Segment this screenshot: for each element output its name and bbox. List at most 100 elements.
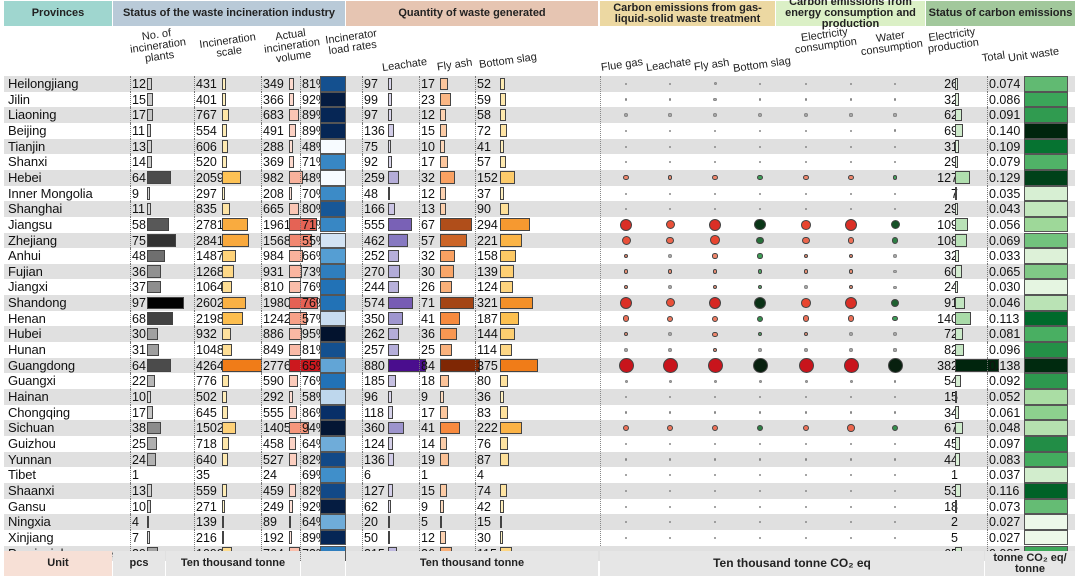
column-header-9[interactable]: Fly ash [692,56,730,74]
unit-waste-heat-cell [1024,310,1068,327]
column-header-10[interactable]: Bottom slag [732,55,792,75]
column-header-15[interactable]: Unit waste [1006,45,1060,65]
volume-value: 369 [261,154,284,170]
volume-value: 288 [261,138,284,155]
column-header-2[interactable]: Actual incineration volume [263,27,321,66]
volume-value: 2776 [261,357,291,374]
unit-waste-heat-cell [1024,435,1068,452]
volume-bar [289,187,292,200]
leachate-value: 555 [362,216,385,233]
volume-value: 24 [261,467,277,483]
fly-ash-bar [440,93,451,106]
unit-waste-value: 0.030 [987,279,1021,296]
load-rate-heat-cell [320,482,346,499]
emission-circle [712,253,718,259]
plants-bar [147,187,151,200]
emission-circle [667,175,673,180]
leachate-bar [388,77,393,90]
column-header-3[interactable]: Incinerator load rates [324,27,378,58]
total-bar [955,453,961,466]
total-bar [955,218,968,231]
emission-circle [894,474,897,477]
column-header-4[interactable]: Leachate [380,55,428,75]
bottom-slag-value: 72 [475,122,491,139]
emission-circle [662,358,678,373]
table-row: Guizhou 25 718 458 124 14 76 45 64% 0.097 [4,435,1075,452]
leachate-value: 48 [362,185,378,202]
volume-bar [289,171,304,184]
volume-bar [289,249,304,263]
province-name: Jilin [8,91,30,107]
volume-value: 849 [261,342,284,358]
emission-circle [893,489,897,492]
column-header-8[interactable]: Leachate [644,55,692,75]
leachate-bar [388,249,399,263]
emission-circle [625,396,628,399]
emission-circle [850,521,853,524]
bottom-slag-value: 37 [475,185,491,202]
column-header-14[interactable]: Total [980,49,1006,65]
bottom-slag-value: 321 [475,295,498,311]
emission-circle [894,521,897,524]
column-header-13[interactable]: Electricity production [926,25,980,56]
unit-waste-value: 0.092 [987,373,1021,389]
volume-bar [289,421,310,435]
emission-circle [666,424,674,432]
total-value: 1 [951,468,958,483]
fly-ash-value: 26 [419,279,435,296]
column-header-0[interactable]: No. of incineration plants [129,27,187,65]
plants-value: 36 [130,263,146,280]
section-divider [600,76,601,546]
fly-ash-value: 32 [419,169,435,186]
plants-value: 9 [130,185,139,202]
leachate-bar [388,202,396,216]
column-header-11[interactable]: Electricity consumption [794,25,858,57]
volume-bar [289,124,297,137]
scale-bar [222,187,225,200]
leachate-value: 6 [362,467,371,483]
scale-value: 1064 [194,279,224,296]
column-header-12[interactable]: Water consumption [860,29,924,59]
province-name: Hunan [8,342,46,358]
emission-circle [756,236,764,245]
volume-bar [289,374,298,388]
scale-value: 606 [194,138,217,155]
emission-circle [804,411,808,414]
scale-bar [222,93,226,106]
emission-circle [804,98,808,101]
emission-circle [624,489,628,492]
total-bar [955,312,972,325]
scale-value: 35 [194,467,210,483]
fly-ash-value: 57 [419,232,435,249]
column-header-7[interactable]: Flue gas [600,56,644,74]
bottom-slag-bar [500,421,523,435]
table-row: Shanxi 14 520 369 92 17 57 29 71% 0.079 [4,154,1075,170]
bottom-slag-value: 222 [475,420,498,436]
plants-bar [147,343,159,357]
volume-bar [289,406,297,419]
table-row: Chongqing 17 645 555 118 17 83 34 86% 0.061 [4,404,1075,421]
volume-value: 810 [261,279,284,296]
plants-bar [147,155,153,169]
fly-ash-value: 67 [419,216,435,233]
unit-waste-heat-cell [1024,295,1068,311]
column-header-6[interactable]: Bottom slag [478,51,538,71]
emission-circle [707,358,723,373]
emission-circle [894,192,897,195]
scale-bar [222,155,227,169]
column-header-1[interactable]: Incineration scale [198,31,257,60]
total-bar [955,500,958,513]
leachate-bar [388,453,394,466]
emission-circle [757,175,763,181]
leachate-bar [388,327,400,341]
column-header-5[interactable]: Fly ash [435,56,473,74]
bottom-slag-bar [500,218,530,231]
plants-bar [147,249,166,263]
table-row: Heilongjiang 12 431 349 97 17 52 26 81% 0.074 [4,76,1075,92]
emission-circle [668,98,672,101]
table-row: Yunnan 24 640 527 136 19 87 44 82% 0.083 [4,451,1075,468]
emission-circle [759,208,762,211]
emission-circle [713,442,717,445]
scale-value: 2198 [194,310,224,327]
load-rate-heat-cell [320,404,346,421]
